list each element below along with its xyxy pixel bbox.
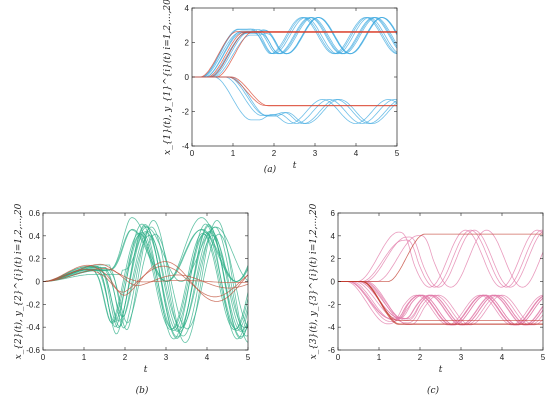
series-line-a-16	[192, 76, 397, 125]
y-tick-label: -0.6	[26, 346, 40, 355]
y-tick-label: 4	[331, 232, 336, 241]
y-tick-label: 2	[331, 255, 336, 264]
series-line-c-13	[338, 229, 543, 288]
x-tick-label: 4	[500, 353, 505, 362]
x-tick-label: 4	[354, 149, 359, 158]
y-tick-label: 0.2	[29, 255, 41, 264]
y-tick-label: -2	[328, 300, 336, 309]
y-axis-label: x_{3}(t), y_{3}^{i}(t) i=1,2,...,20	[308, 203, 319, 359]
x-tick-label: 1	[377, 353, 382, 362]
y-tick-label: 4	[185, 4, 190, 13]
x-tick-label: 2	[418, 353, 423, 362]
y-tick-label: -6	[328, 346, 336, 355]
series-line-b-16	[43, 226, 248, 282]
series-line-b-15	[43, 228, 248, 282]
y-tick-label: 2	[185, 39, 190, 48]
series-line-c-19	[338, 281, 543, 321]
x-axis-label: t	[293, 161, 297, 171]
series-group-a	[192, 17, 397, 125]
series-line-a-7	[192, 17, 397, 78]
x-tick-label: 4	[205, 353, 210, 362]
series-line-c-20	[338, 233, 543, 282]
series-line-c-9	[338, 281, 543, 326]
series-line-a-4	[192, 17, 397, 78]
panel-caption: (a)	[264, 164, 277, 175]
series-line-a-12	[192, 31, 397, 78]
series-group-b	[43, 217, 248, 344]
x-tick-label: 5	[395, 149, 400, 158]
x-tick-label: 1	[231, 149, 236, 158]
y-tick-label: -4	[182, 142, 190, 151]
x-tick-label: 0	[41, 353, 46, 362]
y-tick-label: 0	[185, 73, 190, 82]
series-line-c-7	[338, 281, 543, 326]
panel-a: 0 1 2 3 4 5 -4 -2 0 2 4 t x_{1}(t), y_{1}^{i}(t) i=1…	[162, 0, 400, 175]
series-line-a-9	[192, 17, 397, 78]
panel-b: 0 1 2 3 4 5 -0.6 -0.4 -0.2 0 0.2 0.4 0.6 t x_{2}(t), y…	[13, 203, 251, 396]
x-tick-label: 5	[246, 353, 251, 362]
series-line-c-10	[338, 281, 543, 326]
series-line-a-15	[192, 76, 397, 125]
x-axis-label: t	[439, 365, 443, 375]
y-tick-label: 0.6	[29, 209, 41, 218]
y-tick-label: -2	[182, 108, 190, 117]
series-line-a-18	[192, 76, 397, 107]
x-tick-label: 0	[190, 149, 195, 158]
series-line-c-3	[338, 281, 543, 326]
x-tick-label: 5	[541, 353, 546, 362]
y-axis-label: x_{1}(t), y_{1}^{i}(t) i=1,2,...,20	[162, 0, 173, 155]
x-tick-label: 3	[459, 353, 464, 362]
series-line-c-1	[338, 281, 543, 326]
series-line-a-2	[192, 17, 397, 78]
series-group-c	[338, 229, 543, 326]
series-line-c-17	[338, 281, 543, 325]
x-tick-label: 0	[336, 353, 341, 362]
series-line-c-11	[338, 281, 543, 326]
x-tick-label: 2	[272, 149, 277, 158]
y-tick-label: 0	[36, 278, 41, 287]
panel-caption: (b)	[136, 385, 149, 396]
x-tick-label: 2	[123, 353, 128, 362]
series-line-c-12	[338, 281, 543, 326]
y-tick-label: 6	[331, 209, 336, 218]
x-tick-label: 3	[313, 149, 318, 158]
y-tick-label: -0.2	[26, 300, 40, 309]
series-line-c-14	[338, 229, 543, 288]
x-tick-label: 3	[164, 353, 169, 362]
y-tick-label: 0.4	[29, 232, 41, 241]
series-line-a-19	[192, 76, 397, 106]
panel-c: 0 1 2 3 4 5 -6 -4 -2 0 2 4 6 t x_{3}(t), y_{3}^{i}(t) …	[308, 203, 546, 396]
series-line-a-5	[192, 17, 397, 78]
y-axis-label: x_{2}(t), y_{2}^{i}(t) i=1,2,...,20	[13, 203, 24, 359]
x-tick-label: 1	[82, 353, 87, 362]
y-tick-label: -4	[328, 323, 336, 332]
y-tick-label: -0.4	[26, 323, 40, 332]
series-line-b-14	[43, 217, 248, 282]
series-line-a-13	[192, 31, 397, 78]
x-axis-label: t	[144, 365, 148, 375]
series-line-b-19	[43, 268, 248, 283]
panel-caption: (c)	[427, 385, 440, 396]
series-line-c-16	[338, 229, 543, 288]
y-tick-label: 0	[331, 278, 336, 287]
series-line-b-20	[43, 265, 248, 298]
series-line-a-3	[192, 17, 397, 78]
series-line-a-6	[192, 17, 397, 78]
